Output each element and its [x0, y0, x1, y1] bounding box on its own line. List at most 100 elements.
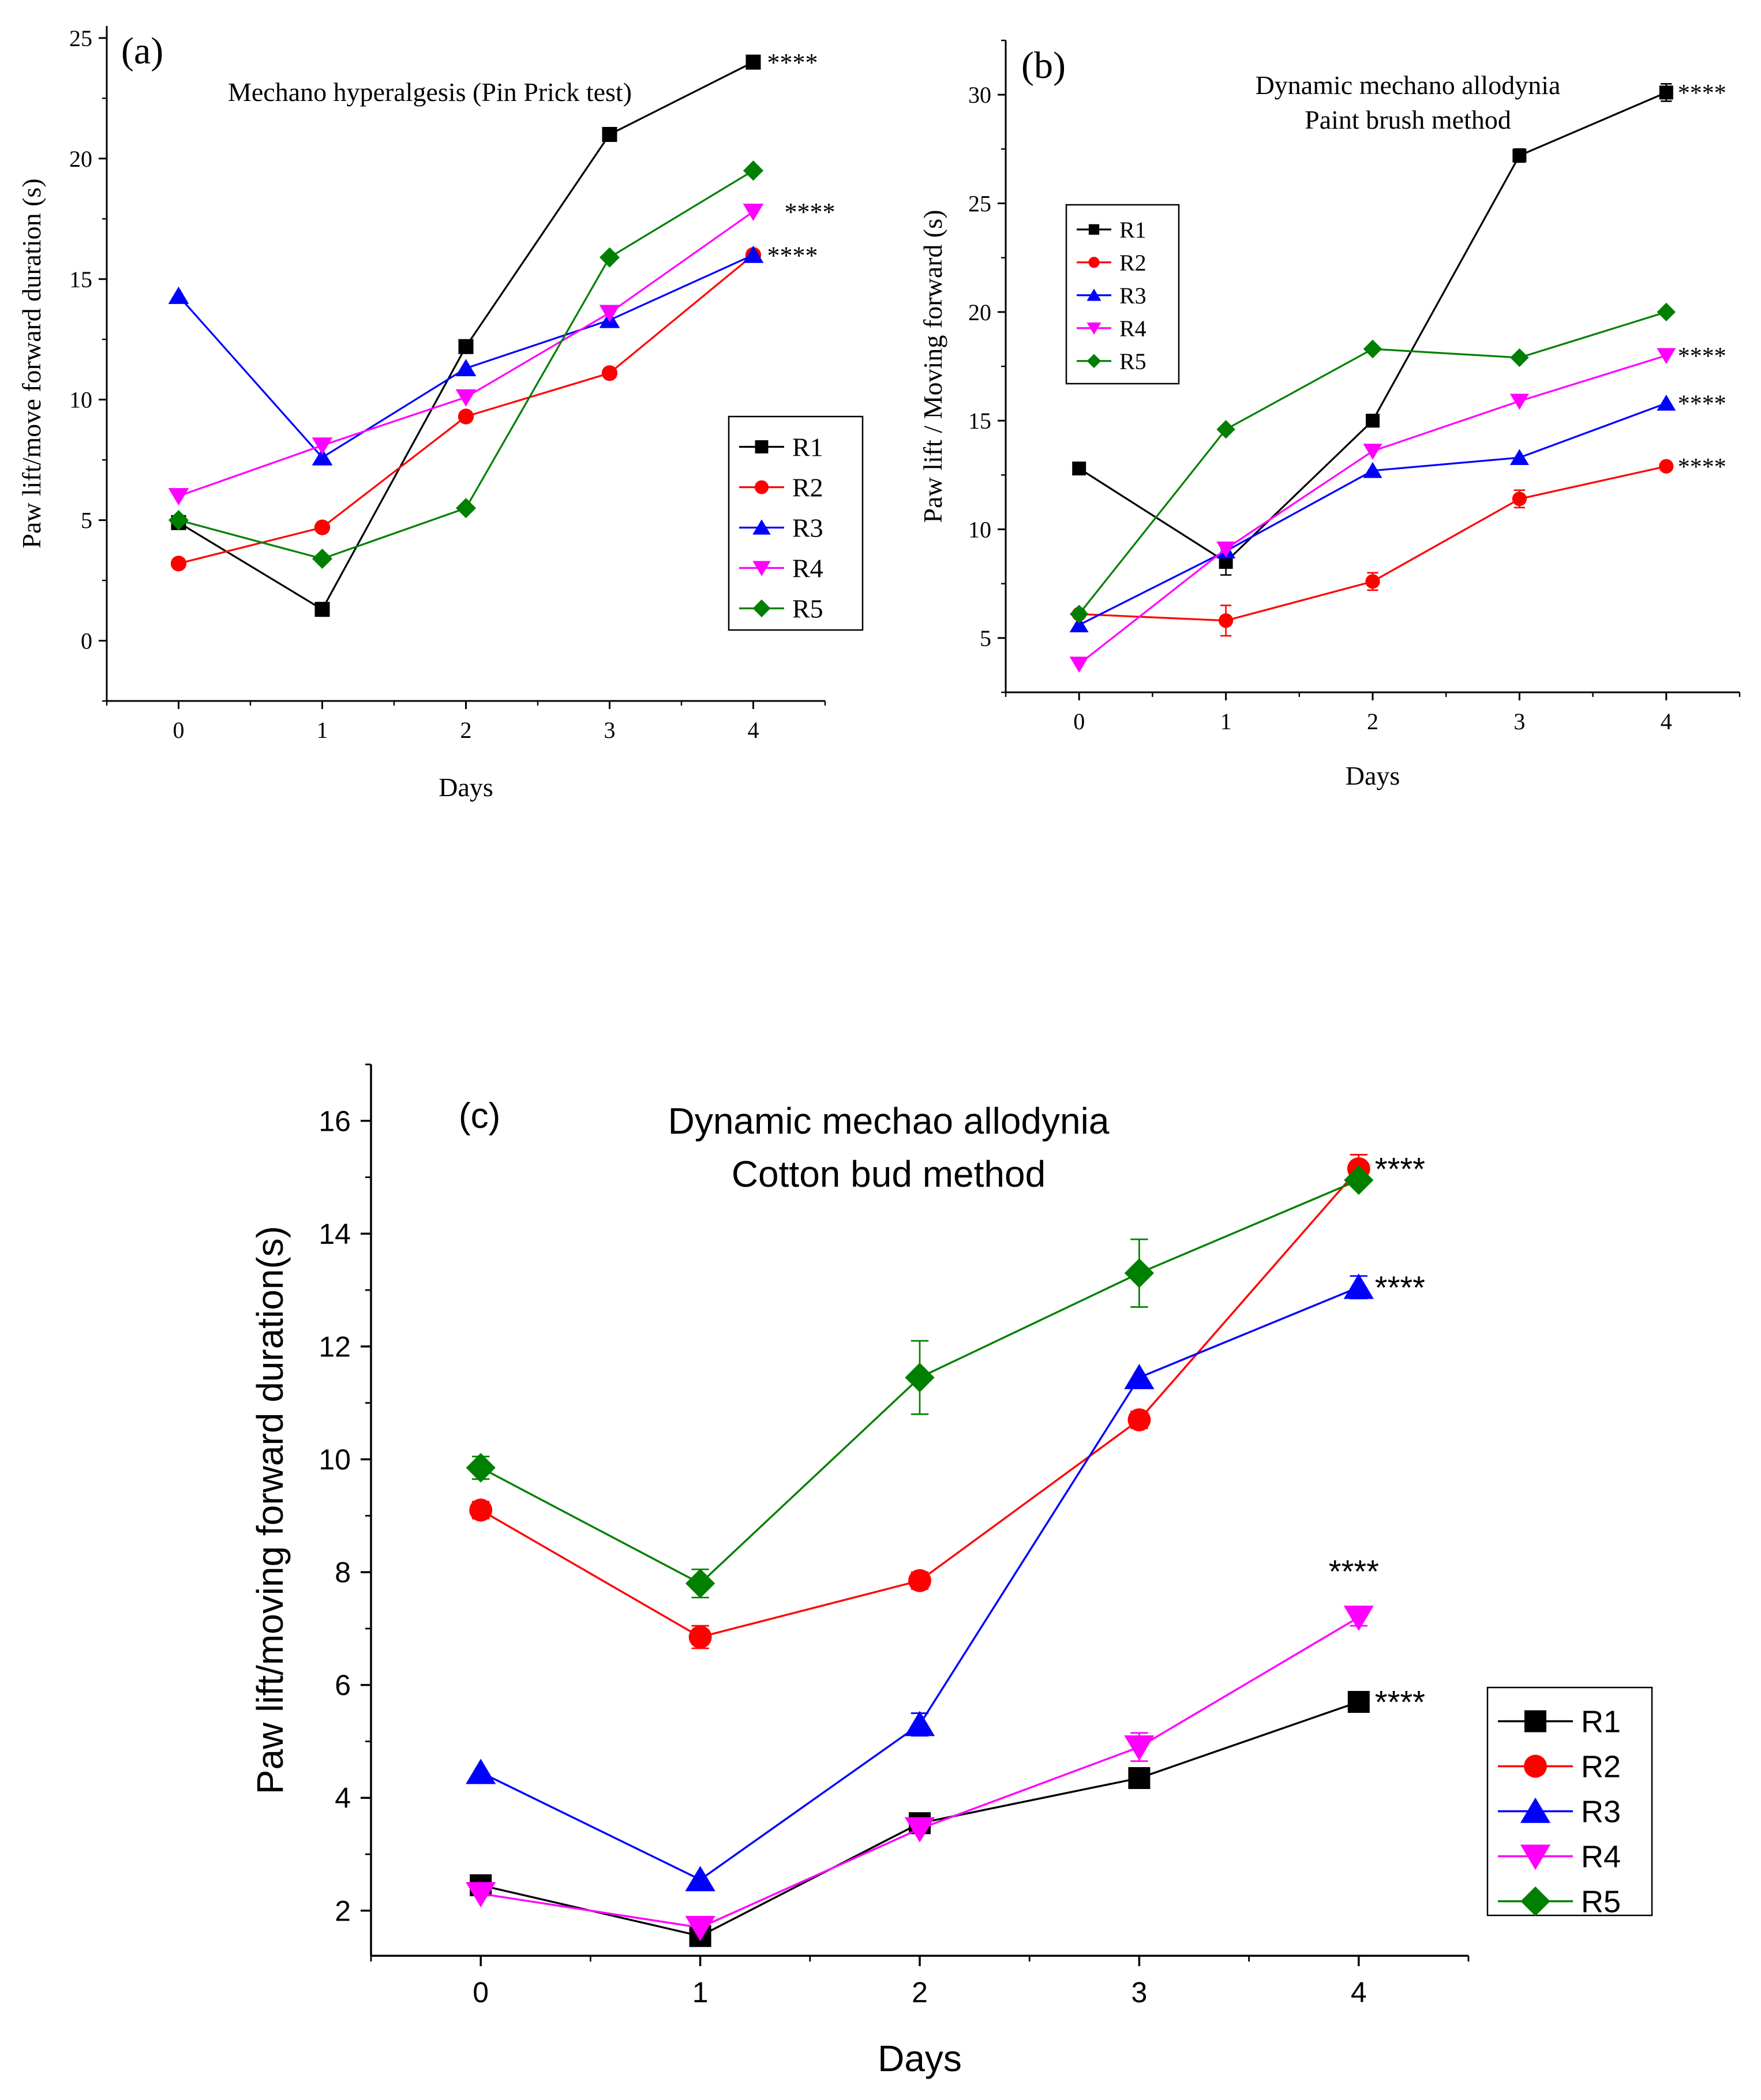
data-point: [168, 488, 189, 506]
x-tick-label: 4: [1351, 1977, 1367, 2009]
x-axis-label: Days: [878, 2038, 962, 2079]
legend-label: R4: [1581, 1839, 1621, 1874]
series-R2: [1071, 459, 1674, 637]
chart-title: Cotton bud method: [732, 1153, 1046, 1195]
data-point: [1509, 449, 1529, 465]
legend-marker: [1520, 1797, 1551, 1823]
chart-title: Dynamic mechao allodynia: [668, 1100, 1110, 1142]
legend-label: R3: [792, 513, 823, 543]
data-point: [601, 365, 618, 381]
chart-panel-0: 0 5 10 15 20 25 0 1 2 3 4 Days Paw lift/move forward…: [17, 25, 864, 802]
data-point: [1366, 414, 1380, 428]
series-line: [1079, 465, 1667, 622]
significance-annotation: ****: [767, 241, 818, 269]
data-point: [1512, 492, 1527, 507]
data-point: [1219, 613, 1234, 628]
significance-annotation: ****: [1375, 1684, 1425, 1720]
chart-title: Paint brush method: [1305, 105, 1511, 134]
data-point: [1512, 148, 1527, 163]
y-tick-label: 25: [968, 191, 991, 217]
y-tick-label: 14: [319, 1218, 351, 1250]
data-point: [904, 1817, 935, 1843]
data-point: [1124, 1735, 1155, 1761]
data-point: [685, 1915, 715, 1941]
series-R3: [1069, 395, 1676, 632]
x-tick-label: 3: [1513, 708, 1525, 734]
x-tick-label: 0: [1073, 708, 1085, 734]
data-point: [458, 408, 474, 425]
significance-annotation: ****: [1678, 80, 1726, 107]
data-point: [1216, 541, 1236, 558]
data-point: [458, 339, 474, 354]
x-tick-label: 0: [173, 717, 185, 743]
chart-title: Mechano hyperalgesis (Pin Prick test): [228, 77, 632, 107]
data-point: [1070, 605, 1089, 624]
data-point: [1657, 302, 1676, 322]
data-point: [904, 1711, 935, 1737]
y-tick-label: 6: [335, 1669, 351, 1701]
x-tick-label: 3: [1131, 1977, 1147, 2009]
y-tick-label: 10: [968, 517, 991, 543]
x-tick-label: 2: [460, 717, 472, 743]
data-point: [1069, 657, 1089, 673]
significance-annotation: ****: [1678, 454, 1726, 481]
series-R4: [466, 1606, 1374, 1941]
data-point: [1509, 393, 1529, 410]
legend-label: R5: [792, 594, 823, 624]
series-R3: [466, 1273, 1374, 1892]
significance-annotation: ****: [1678, 391, 1726, 418]
data-point: [743, 203, 764, 221]
legend-marker: [1520, 1886, 1550, 1917]
series-R2: [170, 247, 762, 572]
x-axis-label: Days: [439, 772, 493, 802]
data-point: [314, 602, 330, 617]
series-line: [1078, 402, 1667, 626]
series-R3: [168, 245, 764, 466]
data-point: [1072, 462, 1086, 476]
significance-annotation: ****: [1375, 1151, 1425, 1187]
data-point: [908, 1569, 931, 1592]
legend-label: R5: [1119, 348, 1146, 374]
series-R4: [168, 203, 764, 506]
legend-marker: [1524, 1754, 1547, 1778]
y-tick-label: 16: [319, 1105, 351, 1137]
x-tick-label: 2: [1367, 708, 1378, 734]
data-point: [905, 1363, 935, 1393]
legend-label: R3: [1119, 283, 1146, 309]
data-point: [469, 1498, 493, 1522]
legend-marker: [752, 599, 771, 617]
y-tick-label: 10: [69, 387, 92, 413]
data-point: [1216, 420, 1235, 439]
y-tick-label: 8: [335, 1557, 351, 1589]
x-tick-label: 0: [473, 1977, 489, 2009]
data-point: [455, 359, 477, 377]
data-point: [1128, 1767, 1151, 1789]
legend-label: R1: [792, 433, 823, 462]
y-tick-label: 12: [319, 1330, 351, 1363]
legend-marker: [755, 440, 769, 453]
data-point: [455, 498, 477, 519]
legend-label: R2: [792, 473, 823, 502]
data-point: [1659, 459, 1674, 474]
legend-label: R1: [1581, 1704, 1621, 1739]
legend-marker: [1086, 288, 1101, 301]
legend-label: R1: [1119, 217, 1146, 243]
chart-title: Dynamic mechano allodynia: [1256, 70, 1561, 100]
data-point: [312, 437, 333, 455]
x-tick-label: 1: [317, 717, 328, 743]
series-line: [178, 61, 754, 611]
legend-marker: [1088, 224, 1100, 235]
data-point: [466, 1758, 496, 1784]
legend-marker: [752, 561, 771, 576]
data-point: [1363, 339, 1382, 359]
x-axis-label: Days: [1346, 761, 1400, 790]
legend: R1 R2 R3 R4 R5: [1486, 1686, 1653, 1919]
data-point: [168, 286, 189, 304]
series-line: [480, 1616, 1359, 1929]
legend-label: R2: [1119, 250, 1146, 276]
data-point: [1127, 1408, 1151, 1431]
y-tick-label: 30: [968, 82, 991, 108]
series-R1: [171, 54, 761, 617]
data-point: [1510, 348, 1529, 367]
panel-label: (c): [459, 1096, 500, 1136]
